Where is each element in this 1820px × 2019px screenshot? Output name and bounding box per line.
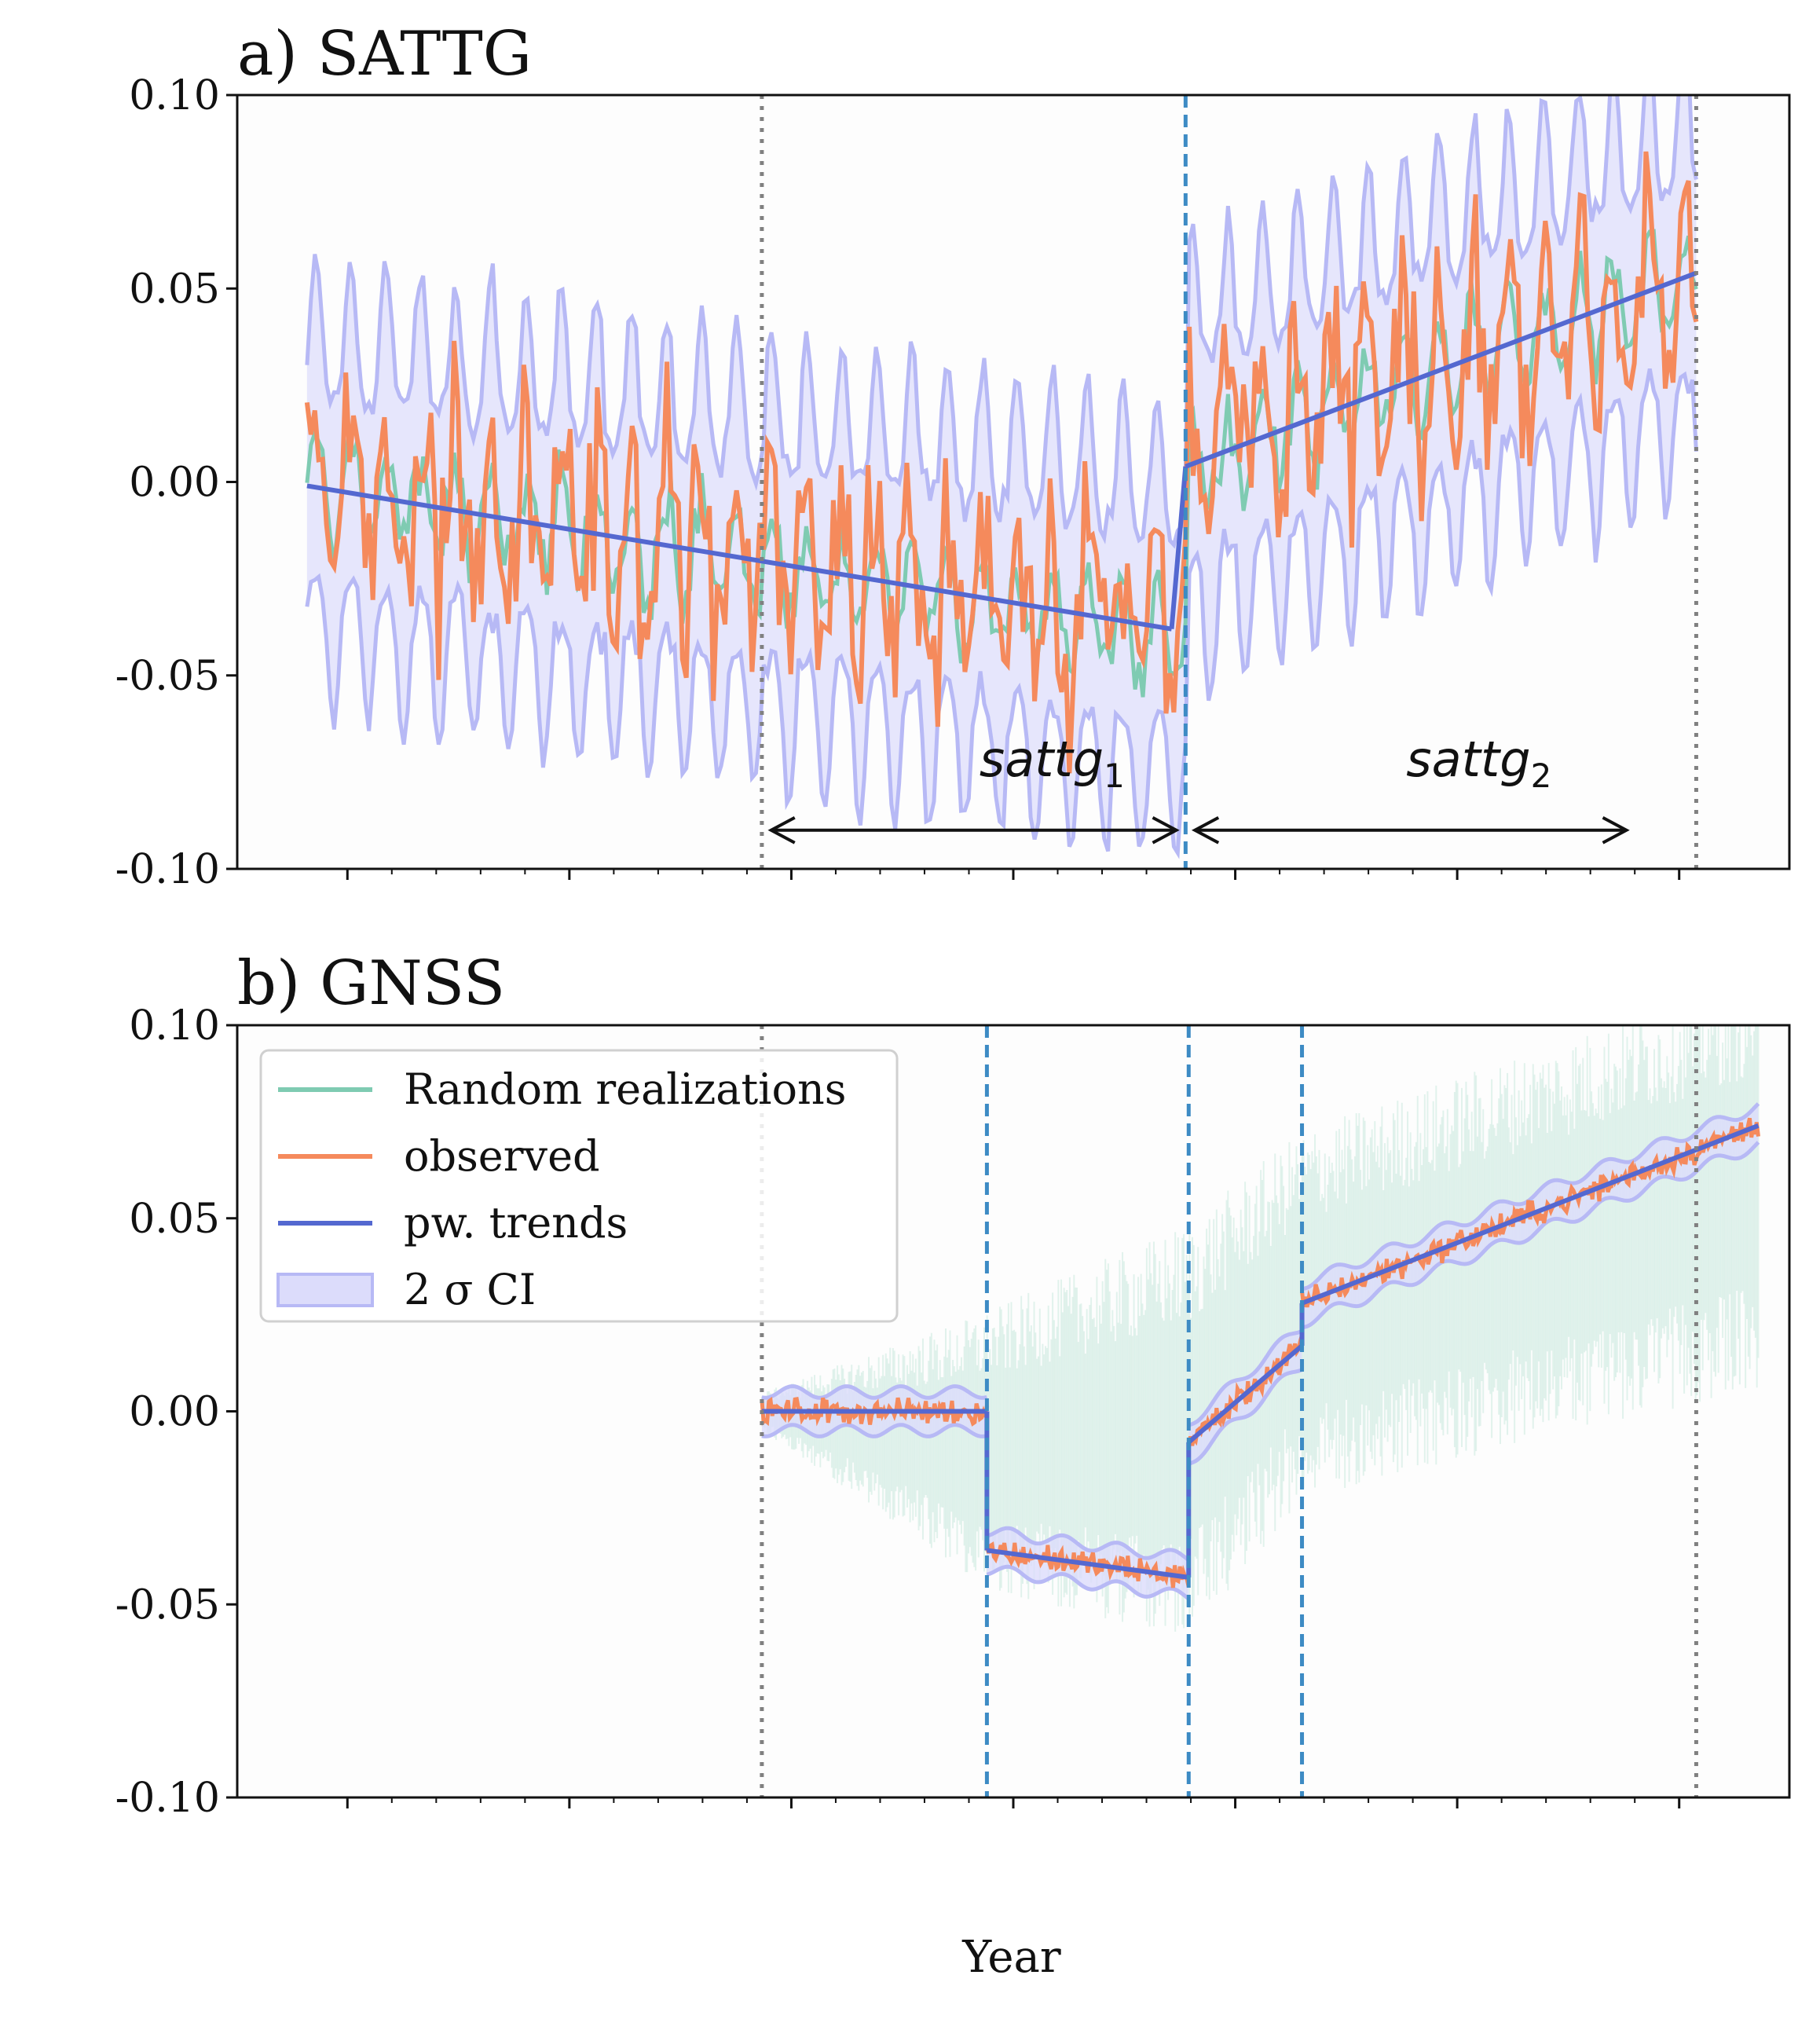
ci-upper-edge xyxy=(305,95,1698,549)
panel-b-title: b) GNSS xyxy=(237,948,505,1019)
ci-lower-edge xyxy=(1188,1368,1303,1466)
ci-lower-edge xyxy=(305,368,1698,859)
pw-trend-segment xyxy=(306,483,1173,632)
legend-label: observed xyxy=(404,1131,600,1181)
pw-trend-segment xyxy=(1187,1343,1304,1445)
y-tick-label: -0.10 xyxy=(115,1775,220,1822)
ci-upper-edge xyxy=(761,1384,988,1400)
annotation-sattg2: sattg2 xyxy=(1406,731,1551,795)
series-observed xyxy=(1300,1117,1760,1308)
y-tick-label: 0.05 xyxy=(129,266,220,313)
pw-trend-jump xyxy=(1169,466,1188,629)
ci-upper-edge xyxy=(986,1526,1190,1562)
y-tick-label: -0.10 xyxy=(115,846,220,893)
y-tick-label: 0.10 xyxy=(129,1002,220,1050)
ci-band xyxy=(306,95,1697,853)
pw-trend-segment xyxy=(987,1548,1189,1580)
ci-lower-edge xyxy=(1302,1141,1760,1329)
ci-upper-edge xyxy=(1188,1329,1303,1427)
y-tick-label: 0.00 xyxy=(129,460,220,507)
annotation-sattg1: sattg1 xyxy=(980,731,1125,795)
legend-label: pw. trends xyxy=(404,1198,628,1248)
y-tick-label: 0.10 xyxy=(129,72,220,119)
legend-swatch-ci xyxy=(276,1273,374,1307)
legend-label: Random realizations xyxy=(404,1064,846,1114)
legend-box xyxy=(259,1049,899,1323)
panel-a-title: a) SATTG xyxy=(237,19,532,90)
annotation-arrowhead xyxy=(1152,815,1180,845)
series-observed xyxy=(304,151,1699,774)
pw-trend-segment xyxy=(1185,270,1697,469)
series-observed xyxy=(984,1541,1191,1588)
series-observed xyxy=(1186,1334,1304,1449)
x-axis-label: Year xyxy=(961,1932,1061,1983)
pw-trend-segment xyxy=(1301,1123,1760,1306)
annotation-arrowhead xyxy=(1602,815,1630,845)
legend: Random realizations observed pw. trends 2 σ… xyxy=(259,1049,899,1323)
legend-label: 2 σ CI xyxy=(404,1265,536,1314)
annotation-arrowhead xyxy=(1191,815,1220,845)
y-tick-label: 0.00 xyxy=(129,1389,220,1436)
ci-upper-edge xyxy=(1302,1102,1760,1291)
panel-a-plot: sattg1 sattg2 0.10 0.05 0.00 -0.05 -0.10 xyxy=(115,72,1791,893)
panel-b-plot: 0.10 0.05 0.00 -0.05 -0.10 Random realization… xyxy=(115,1002,1791,1822)
ci-lower-edge xyxy=(986,1564,1190,1601)
plot-content xyxy=(304,95,1699,869)
annotation-arrowhead xyxy=(767,815,796,845)
y-tick-label: -0.05 xyxy=(115,653,220,700)
y-tick-label: 0.05 xyxy=(129,1196,220,1243)
plot-content xyxy=(760,1025,1760,1797)
ci-lower-edge xyxy=(761,1423,988,1438)
y-tick-label: -0.05 xyxy=(115,1581,220,1629)
